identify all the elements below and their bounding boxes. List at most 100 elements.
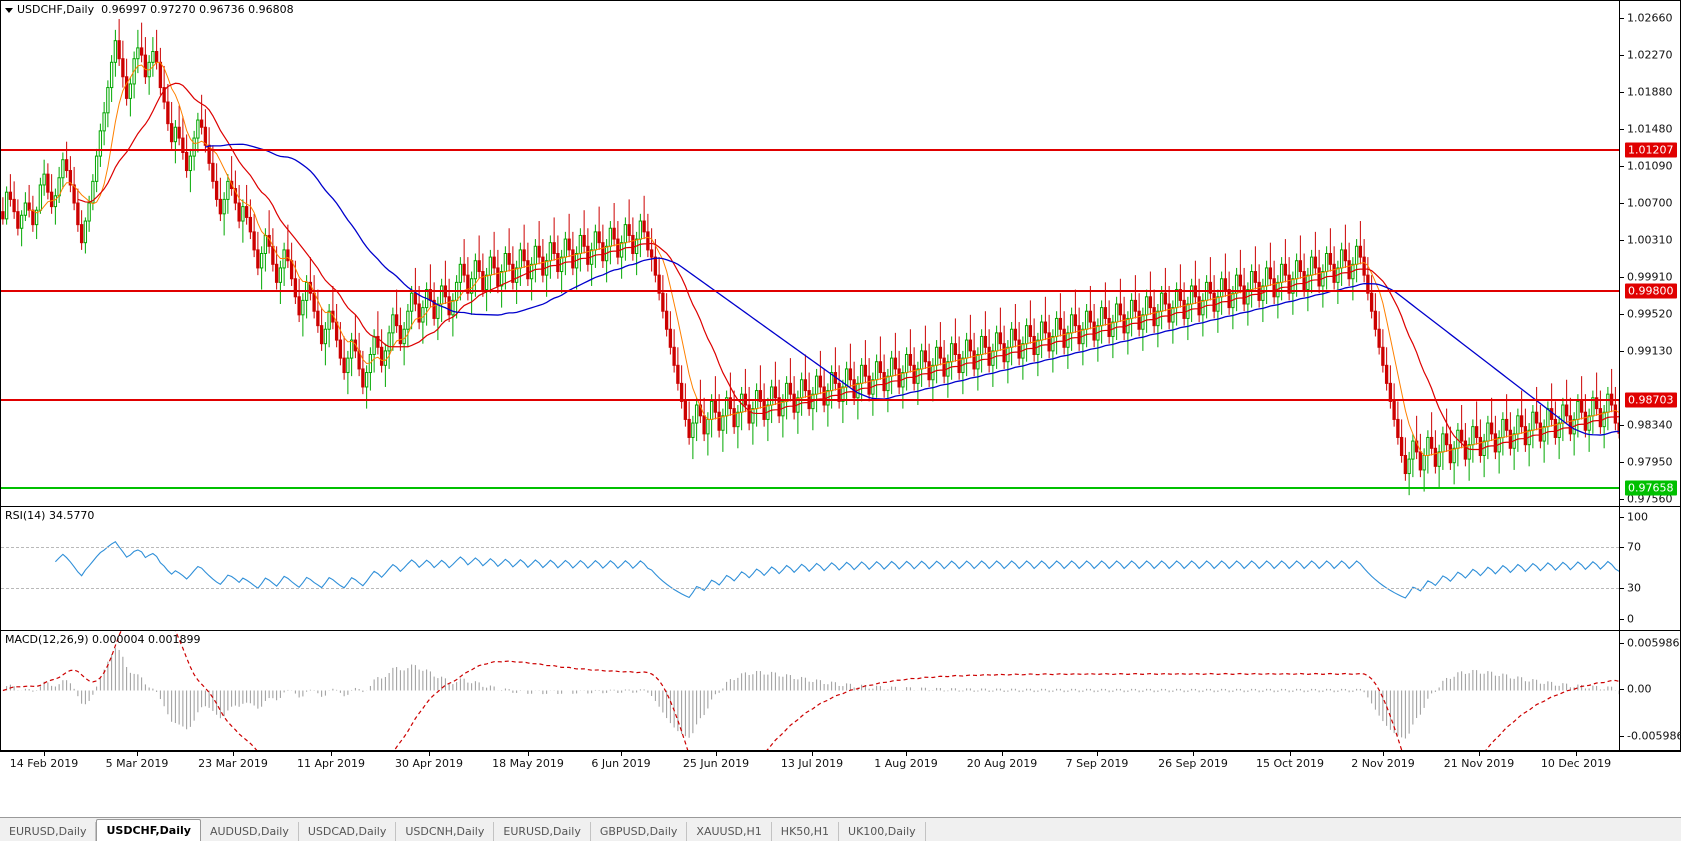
symbol-tab-audusd-daily[interactable]: AUDUSD,Daily: [201, 822, 299, 841]
price-plot-area[interactable]: [1, 1, 1619, 506]
axis-tick: [1620, 240, 1624, 241]
axis-tick: [1620, 55, 1624, 56]
axis-tick: [1620, 689, 1624, 690]
price-tick-label-9: 0.99130: [1627, 344, 1673, 358]
date-label-7: 25 Jun 2019: [682, 757, 750, 770]
chart-high: 0.97270: [150, 3, 196, 16]
price-level-marker-1[interactable]: 0.99800: [1625, 283, 1677, 299]
date-label-16: 10 Dec 2019: [1540, 757, 1612, 770]
date-tick: [1002, 752, 1003, 756]
date-label-3: 11 Apr 2019: [296, 757, 366, 770]
price-tick-label-12: 0.97560: [1627, 492, 1673, 506]
price-level-line-1[interactable]: [1, 290, 1619, 292]
chart-open: 0.96997: [101, 3, 147, 16]
date-tick: [812, 752, 813, 756]
rsi-level-30: [1, 588, 1619, 589]
date-tick: [331, 752, 332, 756]
date-tick: [528, 752, 529, 756]
price-tick-label-0: 1.02660: [1627, 11, 1673, 25]
date-label-5: 18 May 2019: [492, 757, 564, 770]
symbol-tab-usdcnh-daily[interactable]: USDCNH,Daily: [396, 822, 495, 841]
price-level-line-0[interactable]: [1, 149, 1619, 151]
date-tick: [1290, 752, 1291, 756]
macd-tick-label-0: 0.005986: [1627, 636, 1680, 650]
price-tick-label-6: 1.00310: [1627, 233, 1673, 247]
price-axis[interactable]: 1.02660 1.02270 1.01880 1.01480 1.01090 1.007…: [1619, 1, 1680, 654]
rsi-tick-label-0: 100: [1627, 510, 1648, 524]
price-level-marker-2[interactable]: 0.98703: [1625, 392, 1677, 408]
symbol-tab-eurusd-daily[interactable]: EURUSD,Daily: [0, 822, 97, 841]
rsi-level-70: [1, 547, 1619, 548]
axis-tick: [1620, 619, 1624, 620]
date-tick: [429, 752, 430, 756]
price-tick-label-10: 0.98340: [1627, 418, 1673, 432]
symbol-tab-bar: EURUSD,Daily USDCHF,Daily AUDUSD,Daily USDC…: [0, 817, 1681, 841]
axis-tick: [1620, 203, 1624, 204]
date-label-4: 30 Apr 2019: [394, 757, 464, 770]
rsi-label: RSI(14) 34.5770: [5, 509, 95, 522]
axis-tick: [1620, 643, 1624, 644]
date-tick: [716, 752, 717, 756]
date-label-10: 20 Aug 2019: [966, 757, 1038, 770]
date-label-12: 26 Sep 2019: [1158, 757, 1228, 770]
date-label-15: 21 Nov 2019: [1443, 757, 1515, 770]
price-level-marker-3[interactable]: 0.97658: [1625, 480, 1677, 496]
date-axis: 14 Feb 2019 5 Mar 2019 23 Mar 2019 11 Apr 2…: [0, 751, 1681, 773]
date-label-1: 5 Mar 2019: [105, 757, 169, 770]
axis-tick: [1620, 736, 1624, 737]
price-tick-label-8: 0.99520: [1627, 307, 1673, 321]
chart-header: USDCHF,Daily 0.96997 0.97270 0.96736 0.9…: [5, 3, 294, 16]
date-tick: [44, 752, 45, 756]
price-chart-pane[interactable]: USDCHF,Daily 0.96997 0.97270 0.96736 0.9…: [0, 0, 1681, 654]
axis-tick: [1620, 351, 1624, 352]
symbol-tab-usdcad-daily[interactable]: USDCAD,Daily: [299, 822, 397, 841]
macd-axis: 0.005986 0.00 -0.005986: [1619, 631, 1681, 750]
symbol-tab-eurusd-daily[interactable]: EURUSD,Daily: [494, 822, 591, 841]
rsi-axis: 100 70 30 0: [1619, 507, 1680, 630]
axis-tick: [1620, 517, 1624, 518]
macd-label: MACD(12,26,9) 0.000004 0.001899: [5, 633, 201, 646]
symbol-tab-xauusd-h1[interactable]: XAUUSD,H1: [687, 822, 772, 841]
price-tick-label-1: 1.02270: [1627, 48, 1673, 62]
rsi-tick-label-1: 70: [1627, 540, 1641, 554]
axis-tick: [1620, 92, 1624, 93]
symbol-tab-uk100-daily[interactable]: UK100,Daily: [839, 822, 926, 841]
macd-pane[interactable]: MACD(12,26,9) 0.000004 0.001899 0.005986…: [0, 630, 1681, 751]
rsi-pane[interactable]: RSI(14) 34.5770 100 70 30 0: [0, 506, 1681, 631]
rsi-tick-label-3: 0: [1627, 612, 1634, 626]
date-label-11: 7 Sep 2019: [1065, 757, 1129, 770]
axis-tick: [1620, 588, 1624, 589]
date-tick: [1383, 752, 1384, 756]
macd-plot-area[interactable]: [1, 631, 1619, 750]
date-tick: [1479, 752, 1480, 756]
date-tick: [621, 752, 622, 756]
price-level-line-3[interactable]: [1, 487, 1619, 489]
rsi-tick-label-2: 30: [1627, 581, 1641, 595]
axis-tick: [1620, 462, 1624, 463]
date-label-8: 13 Jul 2019: [780, 757, 844, 770]
axis-tick: [1620, 314, 1624, 315]
date-label-14: 2 Nov 2019: [1351, 757, 1415, 770]
price-level-marker-0[interactable]: 1.01207: [1625, 142, 1677, 158]
axis-tick: [1620, 166, 1624, 167]
date-tick: [233, 752, 234, 756]
date-label-9: 1 Aug 2019: [874, 757, 938, 770]
price-tick-label-7: 0.99910: [1627, 270, 1673, 284]
price-tick-label-4: 1.01090: [1627, 159, 1673, 173]
collapse-arrow-icon[interactable]: [5, 7, 13, 13]
date-tick: [906, 752, 907, 756]
axis-tick: [1620, 277, 1624, 278]
price-level-line-2[interactable]: [1, 399, 1619, 401]
chart-symbol: USDCHF,Daily: [17, 3, 95, 16]
symbol-tab-gbpusd-daily[interactable]: GBPUSD,Daily: [591, 822, 688, 841]
symbol-tab-hk50-h1[interactable]: HK50,H1: [772, 822, 840, 841]
chart-close: 0.96808: [248, 3, 294, 16]
date-label-0: 14 Feb 2019: [9, 757, 79, 770]
date-tick: [1193, 752, 1194, 756]
date-label-2: 23 Mar 2019: [198, 757, 268, 770]
rsi-plot-area[interactable]: [1, 507, 1619, 630]
date-label-13: 15 Oct 2019: [1255, 757, 1325, 770]
axis-tick: [1620, 499, 1624, 500]
date-tick: [1097, 752, 1098, 756]
symbol-tab-usdchf-daily[interactable]: USDCHF,Daily: [96, 819, 201, 841]
